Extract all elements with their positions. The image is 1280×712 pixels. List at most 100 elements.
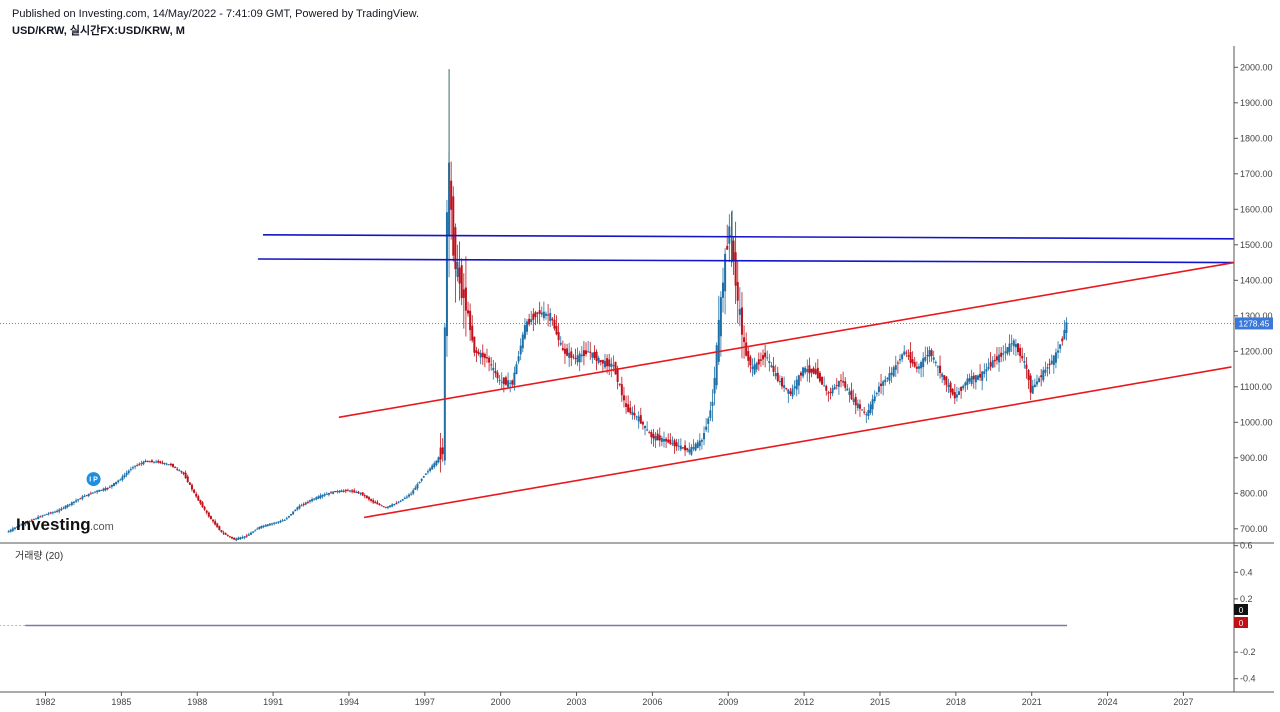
- candle-body: [922, 358, 925, 368]
- candle-body: [949, 382, 952, 393]
- candle-body: [148, 461, 151, 463]
- candle-body: [1061, 338, 1064, 342]
- candle-body: [875, 392, 878, 394]
- candle-body: [917, 366, 920, 369]
- candle-body: [930, 350, 933, 356]
- candle-body: [266, 524, 269, 526]
- trend-line-resistance-2[interactable]: [257, 258, 1235, 264]
- candle-body: [26, 521, 29, 524]
- chart-header: Published on Investing.com, 14/May/2022 …: [12, 7, 1212, 38]
- candle-body: [652, 433, 655, 439]
- candle-body: [1059, 344, 1062, 349]
- volume-badge-top-text: 0: [1239, 606, 1244, 615]
- candle-body: [780, 377, 783, 387]
- candle-body: [585, 350, 588, 355]
- candle-body: [519, 345, 522, 355]
- candle-body: [182, 472, 185, 474]
- candle-body: [620, 384, 623, 396]
- volume-tick-label: 0.4: [1240, 567, 1253, 577]
- price-tick-label: 1300.00: [1240, 311, 1273, 321]
- candle-body: [496, 372, 499, 379]
- candle-body: [271, 523, 274, 525]
- candle-body: [490, 364, 493, 366]
- price-axis[interactable]: 700.00 800.00 900.00 1000.00 1100.00 1200.00 1…: [0, 46, 1274, 693]
- candle-body: [1010, 343, 1013, 345]
- candle-body: [1031, 385, 1034, 394]
- candle-body: [627, 404, 630, 412]
- trend-line-channel-lower[interactable]: [363, 366, 1232, 519]
- candle-body: [1014, 343, 1017, 348]
- volume-tick-label: -0.2: [1240, 647, 1256, 657]
- candle-body: [24, 522, 27, 525]
- candle-body: [747, 351, 750, 361]
- candle-body: [58, 509, 61, 512]
- candle-body: [247, 534, 250, 536]
- candle-body: [349, 490, 352, 492]
- candle-body: [129, 469, 132, 471]
- trend-line-channel-upper[interactable]: [338, 261, 1235, 419]
- candle-body: [334, 490, 337, 493]
- candle-body: [1021, 355, 1024, 359]
- candle-body: [60, 508, 63, 510]
- candle-body: [144, 461, 147, 463]
- candle-body: [945, 376, 948, 385]
- candle-body: [542, 311, 545, 319]
- candle-body: [625, 403, 628, 407]
- candle-body: [376, 502, 379, 505]
- marker-circle[interactable]: [86, 472, 101, 487]
- candle-body: [30, 519, 33, 521]
- candle-body: [593, 351, 596, 359]
- candle-body: [728, 226, 731, 244]
- candle-body: [207, 512, 210, 517]
- candle-body: [924, 356, 927, 361]
- candle-body: [899, 359, 902, 361]
- candle-body: [365, 495, 368, 499]
- candle-body: [1050, 360, 1053, 364]
- candle-body: [47, 513, 50, 515]
- candle-body: [812, 368, 815, 374]
- candle-body: [726, 245, 729, 250]
- candle-body: [72, 501, 75, 503]
- candle-body: [9, 529, 12, 532]
- candle-body: [776, 372, 779, 382]
- candle-body: [454, 227, 457, 270]
- trend-line-resistance-1[interactable]: [262, 234, 1235, 240]
- candle-body: [433, 463, 436, 467]
- time-axis[interactable]: 1982 1985 1988 1991 1994 1997 2000 2003 2006 2009…: [36, 692, 1194, 707]
- candle-body: [641, 422, 644, 425]
- candle-body: [155, 461, 158, 463]
- candle-body: [1029, 375, 1032, 393]
- price-tick-label: 800.00: [1240, 488, 1268, 498]
- trend-lines[interactable]: [257, 234, 1235, 519]
- candle-body: [981, 371, 984, 381]
- volume-axis[interactable]: 0.6 0.4 0.2 -0.2 -0.4: [1234, 541, 1256, 684]
- candle-body: [469, 310, 472, 331]
- candle-body: [416, 483, 419, 489]
- candle-body: [195, 493, 198, 497]
- candle-body: [540, 312, 543, 315]
- candle-body: [591, 352, 594, 358]
- candle-body: [998, 354, 1001, 363]
- candle-body: [167, 464, 170, 466]
- candle-body: [94, 491, 97, 493]
- candle-body: [880, 383, 883, 386]
- event-marker[interactable]: I P: [86, 472, 101, 487]
- candle-body: [226, 534, 229, 536]
- candle-body: [361, 492, 364, 496]
- candle-body: [37, 516, 40, 520]
- candle-body: [319, 495, 322, 498]
- candle-body: [987, 366, 990, 369]
- candle-body: [1023, 361, 1026, 363]
- candle-body: [220, 530, 223, 533]
- candle-body: [391, 504, 394, 507]
- candle-body: [87, 493, 90, 497]
- price-tick-label: 1700.00: [1240, 169, 1273, 179]
- candle-body: [867, 410, 870, 416]
- candle-body: [831, 388, 834, 394]
- candle-body: [694, 443, 697, 451]
- candle-body: [572, 356, 575, 358]
- candle-body: [679, 445, 682, 450]
- candle-body: [317, 496, 320, 499]
- candle-body: [340, 490, 343, 493]
